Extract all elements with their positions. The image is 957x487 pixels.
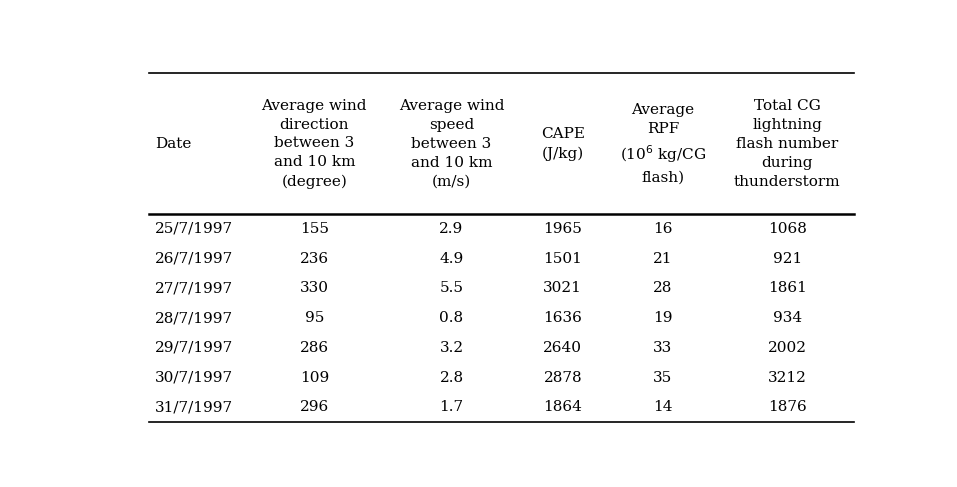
Text: Average wind
direction
between 3
and 10 km
(degree): Average wind direction between 3 and 10 … [261, 98, 367, 189]
Text: 1636: 1636 [544, 311, 582, 325]
Text: 30/7/1997: 30/7/1997 [155, 371, 234, 385]
Text: 934: 934 [772, 311, 802, 325]
Text: 29/7/1997: 29/7/1997 [155, 341, 234, 355]
Text: 4.9: 4.9 [439, 252, 463, 265]
Text: 2878: 2878 [544, 371, 582, 385]
Text: Average wind
speed
between 3
and 10 km
(m/s): Average wind speed between 3 and 10 km (… [399, 99, 504, 188]
Text: 2002: 2002 [768, 341, 807, 355]
Text: 3021: 3021 [544, 281, 582, 296]
Text: 921: 921 [772, 252, 802, 265]
Text: 1068: 1068 [768, 222, 807, 236]
Text: 28/7/1997: 28/7/1997 [155, 311, 234, 325]
Text: 330: 330 [300, 281, 329, 296]
Text: 35: 35 [654, 371, 673, 385]
Text: 2640: 2640 [544, 341, 582, 355]
Text: 26/7/1997: 26/7/1997 [155, 252, 234, 265]
Text: 21: 21 [653, 252, 673, 265]
Text: 286: 286 [300, 341, 329, 355]
Text: 236: 236 [300, 252, 329, 265]
Text: 16: 16 [653, 222, 673, 236]
Text: 3.2: 3.2 [439, 341, 463, 355]
Text: Average
RPF
(10$^6$ kg/CG
flash): Average RPF (10$^6$ kg/CG flash) [620, 103, 706, 184]
Text: CAPE
(J/kg): CAPE (J/kg) [541, 127, 585, 161]
Text: 25/7/1997: 25/7/1997 [155, 222, 234, 236]
Text: 1501: 1501 [544, 252, 582, 265]
Text: 5.5: 5.5 [439, 281, 463, 296]
Text: Total CG
lightning
flash number
during
thunderstorm: Total CG lightning flash number during t… [734, 99, 840, 188]
Text: 28: 28 [654, 281, 673, 296]
Text: 1861: 1861 [768, 281, 807, 296]
Text: 14: 14 [653, 400, 673, 414]
Text: 19: 19 [653, 311, 673, 325]
Text: 1965: 1965 [544, 222, 582, 236]
Text: 31/7/1997: 31/7/1997 [155, 400, 234, 414]
Text: 1876: 1876 [768, 400, 807, 414]
Text: 2.9: 2.9 [439, 222, 463, 236]
Text: 27/7/1997: 27/7/1997 [155, 281, 234, 296]
Text: 0.8: 0.8 [439, 311, 463, 325]
Text: 2.8: 2.8 [439, 371, 463, 385]
Text: 3212: 3212 [768, 371, 807, 385]
Text: 109: 109 [300, 371, 329, 385]
Text: Date: Date [155, 137, 191, 151]
Text: 33: 33 [654, 341, 673, 355]
Text: 1864: 1864 [544, 400, 582, 414]
Text: 155: 155 [300, 222, 329, 236]
Text: 1.7: 1.7 [439, 400, 463, 414]
Text: 95: 95 [304, 311, 324, 325]
Text: 296: 296 [300, 400, 329, 414]
